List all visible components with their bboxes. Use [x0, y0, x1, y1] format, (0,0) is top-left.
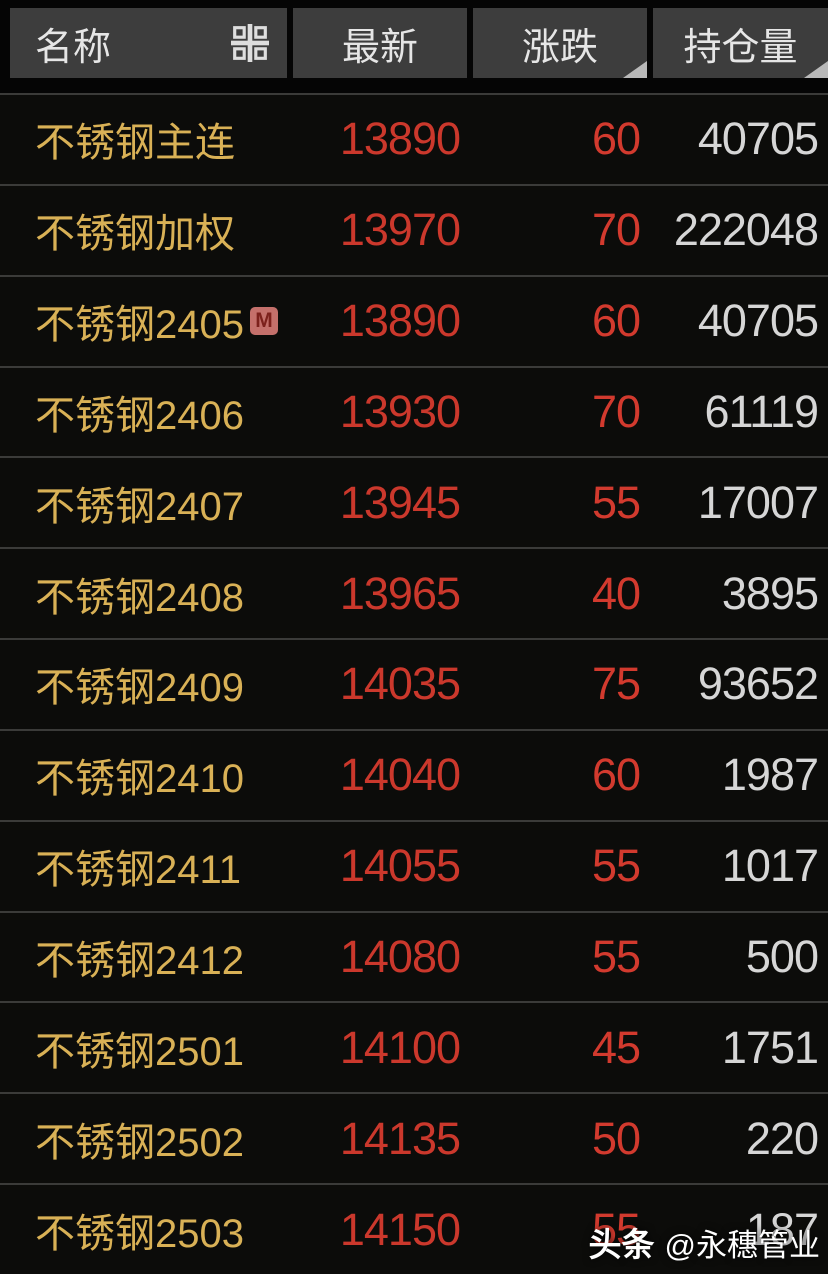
table-header: 名称 最新 涨跌 持仓量 [0, 0, 828, 93]
contract-name: 不锈钢2407 [35, 484, 244, 529]
last-price: 13890 [339, 295, 461, 347]
column-header-change-label: 涨跌 [521, 26, 598, 69]
price-change: 55 [591, 931, 641, 983]
table-row[interactable]: 不锈钢2410 14040 60 1987 [0, 728, 828, 820]
open-interest: 187 [745, 1203, 819, 1255]
contract-name-cell: 不锈钢2405 M [0, 292, 290, 350]
open-interest: 40705 [697, 113, 819, 165]
price-change: 70 [591, 204, 641, 256]
table-row[interactable]: 不锈钢2412 14080 55 500 [0, 910, 828, 1002]
column-header-open-interest-label: 持仓量 [683, 26, 798, 69]
column-header-open-interest[interactable]: 持仓量 [653, 8, 828, 78]
table-row[interactable]: 不锈钢主连 13890 60 40705 [0, 93, 828, 184]
contract-name: 不锈钢2405 [35, 303, 244, 348]
contract-name-cell: 不锈钢2501 [0, 1019, 290, 1077]
open-interest: 3895 [721, 567, 819, 619]
contract-name: 不锈钢2501 [35, 1029, 244, 1074]
contract-name-cell: 不锈钢2412 [0, 928, 290, 986]
column-header-name-label: 名称 [35, 26, 112, 69]
contract-name-cell: 不锈钢2406 [0, 383, 290, 441]
table-row[interactable]: 不锈钢2503 14150 55 187 [0, 1183, 828, 1274]
open-interest: 222048 [673, 204, 819, 256]
column-header-change[interactable]: 涨跌 [473, 8, 647, 78]
last-price: 14100 [339, 1021, 461, 1073]
contract-name: 不锈钢2409 [35, 666, 244, 711]
contract-name: 不锈钢2412 [35, 939, 244, 984]
contract-name-cell: 不锈钢2410 [0, 746, 290, 804]
open-interest: 40705 [697, 295, 819, 347]
contract-name-cell: 不锈钢2502 [0, 1110, 290, 1168]
contract-name: 不锈钢2408 [35, 575, 244, 620]
contract-name-cell: 不锈钢2503 [0, 1201, 290, 1259]
last-price: 14150 [339, 1203, 461, 1255]
open-interest: 1751 [721, 1021, 819, 1073]
table-row[interactable]: 不锈钢2408 13965 40 3895 [0, 547, 828, 638]
open-interest: 220 [745, 1112, 819, 1164]
contract-name: 不锈钢2410 [35, 757, 244, 802]
table-row[interactable]: 不锈钢2501 14100 45 1751 [0, 1001, 828, 1092]
last-price: 13945 [339, 476, 461, 528]
contract-name: 不锈钢2503 [35, 1211, 244, 1256]
table-row[interactable]: 不锈钢加权 13970 70 222048 [0, 183, 828, 275]
last-price: 14135 [339, 1112, 461, 1164]
table-row[interactable]: 不锈钢2407 13945 55 17007 [0, 456, 828, 547]
price-change: 60 [591, 295, 641, 347]
contract-name: 不锈钢2406 [35, 393, 244, 438]
table-row[interactable]: 不锈钢2406 13930 70 61119 [0, 365, 828, 457]
sort-triangle-icon [623, 61, 647, 78]
contract-name-cell: 不锈钢2411 [0, 837, 290, 895]
column-header-last-label: 最新 [341, 26, 418, 69]
main-contract-badge: M [249, 307, 278, 336]
column-header-last[interactable]: 最新 [293, 8, 467, 78]
open-interest: 1987 [721, 749, 819, 801]
watermark-handle: @永穗管业 [664, 1228, 820, 1263]
price-change: 45 [591, 1021, 641, 1073]
open-interest: 61119 [704, 385, 819, 437]
table-row[interactable]: 不锈钢2502 14135 50 220 [0, 1092, 828, 1183]
open-interest: 1017 [721, 840, 819, 892]
open-interest: 93652 [697, 658, 819, 710]
last-price: 13890 [339, 113, 461, 165]
price-change: 55 [591, 1203, 641, 1255]
watermark-brand: 头条 [588, 1226, 655, 1263]
open-interest: 500 [745, 931, 819, 983]
price-change: 40 [591, 567, 641, 619]
last-price: 13965 [339, 567, 461, 619]
table-row[interactable]: 不锈钢2409 14035 75 93652 [0, 638, 828, 729]
quote-rows: 不锈钢主连 13890 60 40705 不锈钢加权 13970 70 2220… [0, 93, 828, 1274]
last-price: 14040 [339, 749, 461, 801]
watermark: 头条 @永穗管业 [589, 1218, 820, 1266]
table-row[interactable]: 不锈钢2411 14055 55 1017 [0, 819, 828, 911]
last-price: 14055 [339, 840, 461, 892]
table-row[interactable]: 不锈钢2405 M 13890 60 40705 [0, 274, 828, 366]
contract-name-cell: 不锈钢2407 [0, 474, 290, 532]
grid-layout-icon[interactable] [231, 24, 269, 62]
price-change: 60 [591, 113, 641, 165]
sort-triangle-icon [804, 61, 828, 78]
last-price: 14035 [339, 658, 461, 710]
contract-name-cell: 不锈钢2408 [0, 565, 290, 623]
price-change: 55 [591, 476, 641, 528]
price-change: 70 [591, 385, 641, 437]
last-price: 14080 [339, 931, 461, 983]
price-change: 60 [591, 749, 641, 801]
price-change: 55 [591, 840, 641, 892]
last-price: 13970 [339, 204, 461, 256]
last-price: 13930 [339, 385, 461, 437]
contract-name-cell: 不锈钢主连 [0, 110, 290, 168]
price-change: 75 [591, 658, 641, 710]
contract-name: 不锈钢加权 [35, 212, 235, 257]
column-header-name[interactable]: 名称 [10, 8, 287, 78]
contract-name: 不锈钢主连 [35, 121, 235, 166]
contract-name-cell: 不锈钢2409 [0, 655, 290, 713]
contract-name: 不锈钢2502 [35, 1120, 244, 1165]
price-change: 50 [591, 1112, 641, 1164]
contract-name-cell: 不锈钢加权 [0, 201, 290, 259]
contract-name: 不锈钢2411 [35, 848, 242, 893]
open-interest: 17007 [697, 476, 819, 528]
